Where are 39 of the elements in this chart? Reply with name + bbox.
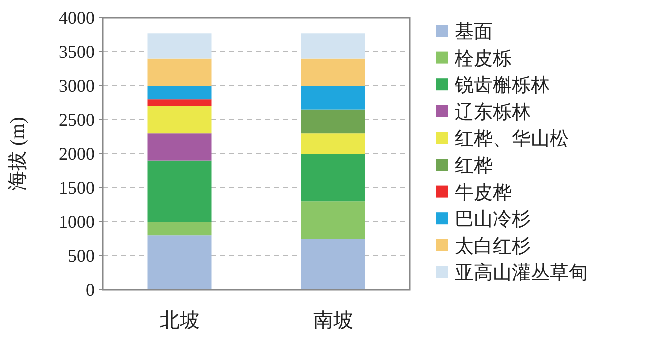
y-tick-label: 2000 [59, 144, 95, 164]
bar [301, 134, 366, 154]
legend-label: 辽东栎林 [455, 102, 531, 124]
y-tick-label: 4000 [59, 8, 95, 28]
bar [148, 58, 212, 86]
x-tick-label: 南坡 [313, 310, 354, 332]
legend-label: 红桦 [455, 156, 493, 177]
bar [301, 58, 366, 86]
bar [301, 239, 366, 290]
bar [301, 86, 366, 110]
bar [301, 110, 366, 134]
legend-label: 太白红杉 [455, 236, 531, 258]
bar [301, 34, 366, 59]
x-tick-label: 北坡 [160, 310, 200, 332]
bar [148, 222, 212, 236]
bar [148, 134, 212, 161]
legend-label: 栓皮栎 [454, 48, 512, 70]
y-axis-title: 海拔 (m) [7, 117, 29, 191]
bar [148, 34, 212, 59]
bar [148, 236, 212, 290]
y-tick-label: 1000 [59, 212, 95, 232]
bar [301, 154, 366, 202]
y-tick-label: 3000 [59, 76, 95, 96]
bar [148, 160, 212, 222]
legend-label: 锐齿槲栎林 [454, 76, 550, 97]
legend-label: 亚高山灌丛草甸 [455, 262, 588, 284]
bar [148, 106, 212, 134]
bar [301, 202, 366, 239]
legend-label: 基面 [455, 22, 493, 43]
y-tick-label: 0 [86, 280, 95, 300]
bar [148, 86, 212, 100]
legend-label: 红桦、华山松 [455, 129, 569, 150]
y-tick-label: 500 [68, 246, 95, 266]
legend-label: 牛皮桦 [455, 182, 512, 204]
y-tick-label: 3500 [59, 42, 95, 62]
bar [148, 100, 212, 106]
y-tick-label: 1500 [59, 178, 95, 198]
legend-label: 巴山冷杉 [455, 210, 531, 231]
y-tick-label: 2500 [59, 110, 95, 130]
